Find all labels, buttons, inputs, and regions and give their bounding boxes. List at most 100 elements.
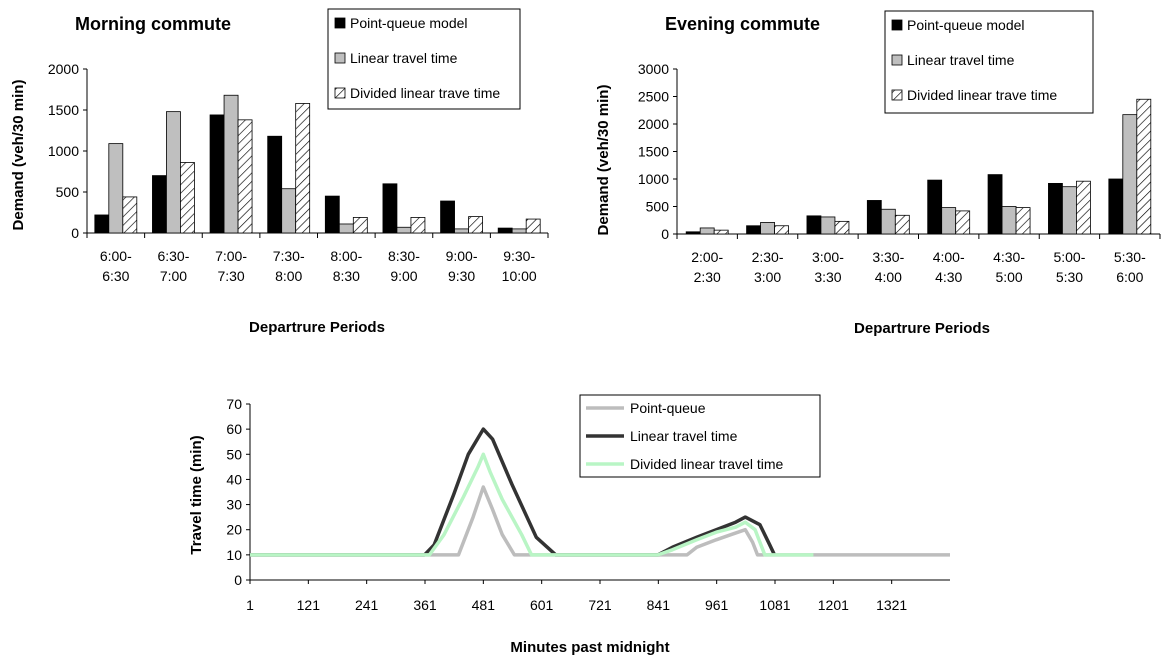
evening-bar	[880, 208, 896, 235]
evening-bar	[746, 225, 761, 235]
morning-x-tick-label: 9:00- 9:30	[446, 248, 478, 284]
evening-bar	[1076, 180, 1091, 235]
morning-legend-label: Linear travel time	[350, 50, 458, 66]
morning-bar	[237, 119, 253, 234]
evening-x-tick-label-line: 4:30-	[993, 249, 1025, 265]
evening-bar	[1062, 186, 1077, 235]
morning-y-tick-label: 1000	[48, 143, 79, 159]
morning-bar	[267, 135, 283, 234]
evening-legend-swatch	[891, 19, 903, 31]
evening-bar	[1108, 178, 1124, 235]
evening-legend-swatch	[891, 89, 903, 101]
morning-bar	[352, 217, 368, 234]
morning-x-axis-label: Departrure Periods	[249, 319, 385, 336]
morning-y-tick-label: 2000	[48, 61, 79, 77]
morning-bar	[396, 226, 412, 234]
evening-y-tick-label: 500	[646, 199, 670, 215]
morning-x-tick-label-line: 8:30-	[388, 248, 420, 264]
evening-x-tick-label-line: 5:30-	[1114, 249, 1146, 265]
evening-x-tick-label-line: 3:30	[814, 269, 841, 285]
travel-y-tick-label: 70	[226, 396, 242, 412]
evening-y-tick-label: 2000	[638, 116, 669, 132]
morning-bar	[511, 228, 527, 234]
morning-y-axis-label: Demand (veh/30 min)	[10, 80, 27, 231]
evening-bar	[760, 222, 775, 235]
morning-y-tick-label: 0	[71, 225, 79, 241]
morning-bar	[440, 200, 455, 234]
morning-x-tick-label-line: 6:30	[102, 268, 129, 284]
travel-x-tick-label: 121	[297, 597, 321, 613]
morning-x-tick-label-line: 9:30	[448, 268, 475, 284]
evening-legend-label: Linear travel time	[907, 52, 1015, 68]
morning-x-tick-label: 8:00- 8:30	[330, 248, 362, 284]
morning-bar	[454, 228, 469, 234]
evening-bar	[866, 200, 882, 235]
travel-legend-label: Divided linear travel time	[630, 456, 783, 472]
travel-x-tick-label: 481	[472, 597, 496, 613]
evening-x-tick-label-line: 5:00	[995, 269, 1022, 285]
travel-y-tick-label: 40	[226, 471, 242, 487]
morning-bar	[410, 217, 426, 234]
morning-y-tick-label: 500	[56, 184, 80, 200]
travel-x-tick-label: 1321	[876, 597, 907, 613]
evening-x-tick-label: 5:00- 5:30	[1053, 249, 1085, 285]
travel-y-tick-label: 50	[226, 446, 242, 462]
evening-y-tick-label: 2500	[638, 89, 669, 105]
evening-bar	[1001, 206, 1017, 235]
evening-y-tick-label: 0	[661, 226, 669, 242]
evening-y-tick-label: 3000	[638, 61, 669, 77]
travel-x-tick-label: 1201	[818, 597, 849, 613]
evening-legend-label: Divided linear trave time	[907, 87, 1057, 103]
morning-x-tick-label-line: 6:00-	[100, 248, 132, 264]
evening-bar	[806, 215, 822, 235]
evening-x-tick-label-line: 3:30-	[872, 249, 904, 265]
morning-bar	[525, 218, 541, 234]
morning-bar	[166, 111, 181, 234]
morning-bar	[295, 103, 311, 234]
evening-x-tick-label-line: 2:00-	[691, 249, 723, 265]
morning-x-tick-label: 8:30- 9:00	[388, 248, 420, 284]
evening-x-axis-label: Departrure Periods	[854, 320, 990, 337]
evening-bar	[834, 220, 850, 235]
travel-x-tick-label: 241	[355, 597, 379, 613]
evening-bar	[685, 231, 701, 235]
travel-x-tick-label: 1081	[759, 597, 790, 613]
evening-x-tick-label: 4:30- 5:00	[993, 249, 1025, 285]
morning-bar	[324, 195, 340, 234]
morning-x-tick-label-line: 8:00-	[330, 248, 362, 264]
travel-legend-label: Linear travel time	[630, 428, 738, 444]
evening-bar	[1136, 98, 1152, 235]
morning-bar	[468, 216, 483, 234]
evening-x-tick-label-line: 4:00	[875, 269, 902, 285]
evening-legend-label: Point-queue model	[907, 17, 1025, 33]
morning-x-tick-label-line: 8:30	[333, 268, 360, 284]
morning-legend-swatch	[334, 52, 346, 64]
morning-legend-label: Divided linear trave time	[350, 85, 500, 101]
evening-x-tick-label-line: 4:30	[935, 269, 962, 285]
morning-x-tick-label: 6:00- 6:30	[100, 248, 132, 284]
morning-y-tick-label: 1500	[48, 102, 79, 118]
morning-bar	[382, 183, 398, 234]
morning-legend-label: Point-queue model	[350, 15, 468, 31]
travel-y-tick-label: 30	[226, 497, 242, 513]
evening-bar	[1122, 114, 1138, 235]
evening-x-tick-label: 3:00- 3:30	[812, 249, 844, 285]
evening-x-tick-label-line: 2:30-	[752, 249, 784, 265]
evening-y-tick-label: 1000	[638, 171, 669, 187]
morning-bar	[497, 227, 513, 234]
evening-legend	[884, 10, 1094, 114]
travel-x-tick-label: 1	[246, 597, 254, 613]
evening-bar	[987, 174, 1003, 235]
evening-x-tick-label: 4:00- 4:30	[933, 249, 965, 285]
morning-bar	[180, 162, 195, 234]
travel-y-tick-label: 0	[234, 572, 242, 588]
travel-x-tick-label: 721	[588, 597, 612, 613]
morning-x-tick-label: 7:30- 8:00	[273, 248, 305, 284]
morning-chart-title: Morning commute	[75, 14, 231, 34]
evening-bar	[1015, 207, 1031, 235]
travel-series-line	[250, 485, 950, 557]
evening-x-tick-label-line: 3:00-	[812, 249, 844, 265]
evening-x-tick-label-line: 2:30	[694, 269, 721, 285]
evening-x-tick-label: 2:30- 3:00	[752, 249, 784, 285]
